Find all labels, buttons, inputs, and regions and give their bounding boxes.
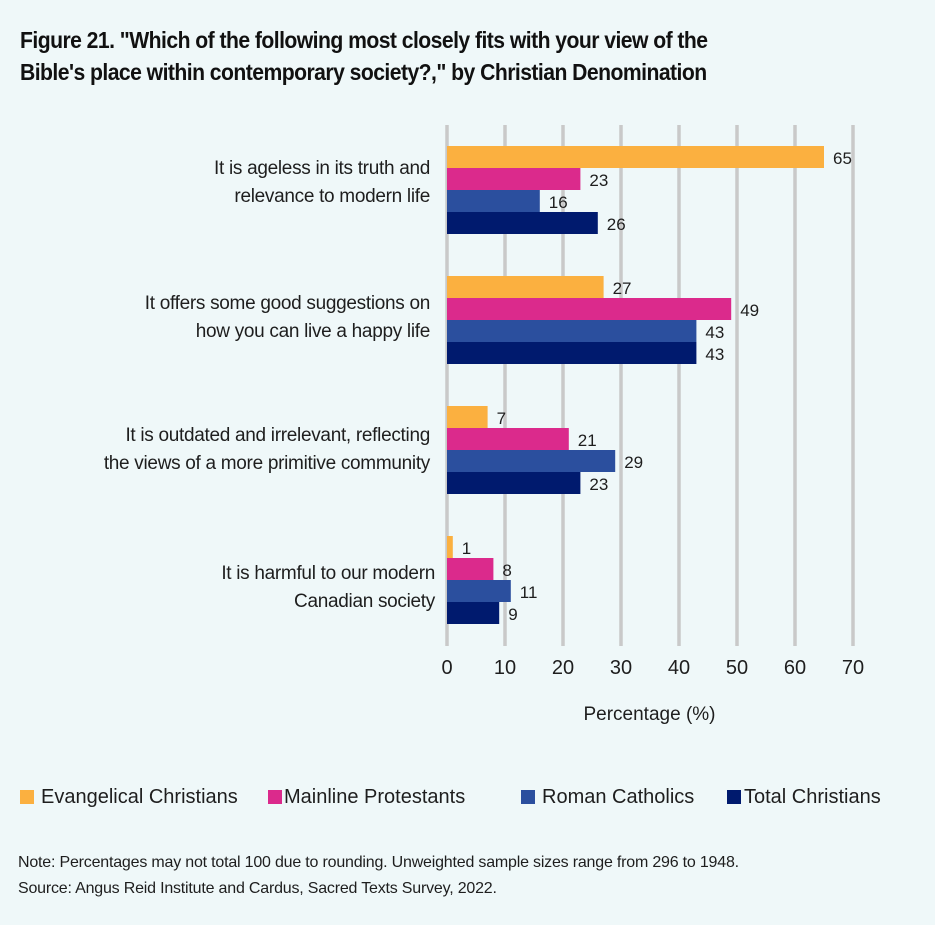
legend-item-total: Total Christians xyxy=(727,783,881,811)
legend-swatch xyxy=(20,790,34,804)
x-tick-label-0: 0 xyxy=(441,657,452,679)
data-label-mainline-protestants-3: 8 xyxy=(502,561,511,580)
bar-roman-catholics-3 xyxy=(447,580,511,602)
data-label-mainline-protestants-0: 23 xyxy=(589,171,608,190)
bar-roman-catholics-2 xyxy=(447,450,616,472)
data-label-evangelical-christians-0: 65 xyxy=(833,149,852,168)
legend-swatch xyxy=(727,790,741,804)
category-label-2: It is outdated and irrelevant, reflectin… xyxy=(10,422,430,478)
category-label-3: It is harmful to our modern Canadian soc… xyxy=(15,560,435,616)
data-label-mainline-protestants-2: 21 xyxy=(578,431,597,450)
bar-evangelical-christians-0 xyxy=(447,146,824,168)
legend-swatch xyxy=(521,790,535,804)
x-tick-label-30: 30 xyxy=(610,657,632,679)
source-line: Source: Angus Reid Institute and Cardus,… xyxy=(18,880,497,897)
legend-label: Mainline Protestants xyxy=(284,785,466,808)
bars xyxy=(447,146,824,624)
legend-label: Total Christians xyxy=(744,785,881,808)
data-label-roman-catholics-0: 16 xyxy=(549,193,568,212)
bar-mainline-protestants-1 xyxy=(447,298,732,320)
legend-item-mainline: Mainline Protestants xyxy=(268,783,465,811)
category-label-1: It offers some good suggestions on how y… xyxy=(10,290,431,346)
data-label-evangelical-christians-1: 27 xyxy=(613,279,632,298)
data-label-evangelical-christians-2: 7 xyxy=(497,409,506,428)
category-label-line: how you can live a happy life xyxy=(195,321,431,342)
legend: Evangelical Christians Mainline Protesta… xyxy=(20,783,935,811)
category-label-line: It offers some good suggestions on xyxy=(144,293,431,314)
data-label-total-christians-0: 26 xyxy=(607,215,626,234)
category-label-line: It is ageless in its truth and xyxy=(214,158,430,179)
category-label-line: It is harmful to our modern xyxy=(221,563,435,584)
data-label-roman-catholics-2: 29 xyxy=(624,453,643,472)
data-label-total-christians-1: 43 xyxy=(705,345,724,364)
category-label-line: relevance to modern life xyxy=(234,186,430,207)
bar-roman-catholics-0 xyxy=(447,190,540,212)
legend-item-catholic: Roman Catholics xyxy=(521,783,694,811)
category-label-line: the views of a more primitive community xyxy=(103,453,430,474)
chart-title: Figure 21. "Which of the following most … xyxy=(20,24,848,88)
bar-mainline-protestants-3 xyxy=(447,558,494,580)
legend-label: Roman Catholics xyxy=(542,785,695,808)
x-tick-label-10: 10 xyxy=(494,657,516,679)
category-label-line: Canadian society xyxy=(294,591,435,612)
category-label-line: It is outdated and irrelevant, reflectin… xyxy=(125,425,430,446)
bar-evangelical-christians-3 xyxy=(447,536,453,558)
x-axis-ticks: 0 10 20 30 40 50 60 70 xyxy=(441,657,864,679)
data-label-total-christians-3: 9 xyxy=(508,605,517,624)
bar-mainline-protestants-0 xyxy=(447,168,581,190)
bar-total-christians-0 xyxy=(447,212,598,234)
data-label-roman-catholics-1: 43 xyxy=(705,323,724,342)
x-tick-label-20: 20 xyxy=(552,657,574,679)
bar-total-christians-2 xyxy=(447,472,581,494)
bar-total-christians-1 xyxy=(447,342,697,364)
chart-title-line-1: Figure 21. "Which of the following most … xyxy=(20,27,708,53)
category-label-0: It is ageless in its truth and relevance… xyxy=(10,155,430,211)
bar-evangelical-christians-1 xyxy=(447,276,604,298)
data-label-mainline-protestants-1: 49 xyxy=(740,301,759,320)
data-label-total-christians-2: 23 xyxy=(589,475,608,494)
data-labels: 65 23 16 26 27 49 43 43 7 21 29 23 1 8 119 xyxy=(462,149,852,624)
gridlines xyxy=(445,125,855,646)
bar-evangelical-christians-2 xyxy=(447,406,488,428)
legend-item-evangelical: Evangelical Christians xyxy=(20,783,238,811)
legend-label: Evangelical Christians xyxy=(41,785,238,808)
data-label-roman-catholics-3: 11 xyxy=(520,583,538,602)
x-tick-label-50: 50 xyxy=(726,657,748,679)
x-tick-label-40: 40 xyxy=(668,657,690,679)
legend-swatch xyxy=(268,790,282,804)
bar-mainline-protestants-2 xyxy=(447,428,569,450)
x-tick-label-70: 70 xyxy=(842,657,864,679)
chart-title-line-2: Bible's place within contemporary societ… xyxy=(20,59,707,85)
chart-note: Note: Percentages may not total 100 due … xyxy=(18,850,739,902)
bar-roman-catholics-1 xyxy=(447,320,697,342)
data-label-evangelical-christians-3: 1 xyxy=(462,539,471,558)
note-line: Note: Percentages may not total 100 due … xyxy=(18,854,739,871)
x-tick-label-60: 60 xyxy=(784,657,806,679)
bar-total-christians-3 xyxy=(447,602,500,624)
x-axis-title: Percentage (%) xyxy=(583,704,716,725)
